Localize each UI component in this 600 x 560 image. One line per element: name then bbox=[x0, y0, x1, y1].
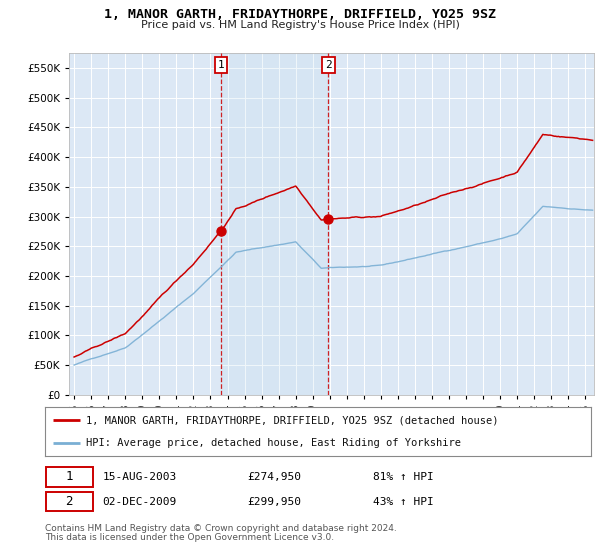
FancyBboxPatch shape bbox=[46, 467, 92, 487]
Text: 1, MANOR GARTH, FRIDAYTHORPE, DRIFFIELD, YO25 9SZ (detached house): 1, MANOR GARTH, FRIDAYTHORPE, DRIFFIELD,… bbox=[86, 416, 499, 426]
Text: Contains HM Land Registry data © Crown copyright and database right 2024.: Contains HM Land Registry data © Crown c… bbox=[45, 524, 397, 533]
Text: £274,950: £274,950 bbox=[247, 472, 301, 482]
Text: 2: 2 bbox=[65, 495, 73, 508]
Bar bbox=[221, 53, 328, 395]
Text: 02-DEC-2009: 02-DEC-2009 bbox=[103, 497, 176, 507]
Text: 2: 2 bbox=[325, 60, 332, 70]
Text: Price paid vs. HM Land Registry's House Price Index (HPI): Price paid vs. HM Land Registry's House … bbox=[140, 20, 460, 30]
Text: This data is licensed under the Open Government Licence v3.0.: This data is licensed under the Open Gov… bbox=[45, 533, 334, 542]
Text: 43% ↑ HPI: 43% ↑ HPI bbox=[373, 497, 433, 507]
Text: £299,950: £299,950 bbox=[247, 497, 301, 507]
Text: HPI: Average price, detached house, East Riding of Yorkshire: HPI: Average price, detached house, East… bbox=[86, 438, 461, 448]
Text: 81% ↑ HPI: 81% ↑ HPI bbox=[373, 472, 433, 482]
FancyBboxPatch shape bbox=[46, 492, 92, 511]
Text: 1: 1 bbox=[65, 470, 73, 483]
Text: 1: 1 bbox=[218, 60, 224, 70]
Text: 1, MANOR GARTH, FRIDAYTHORPE, DRIFFIELD, YO25 9SZ: 1, MANOR GARTH, FRIDAYTHORPE, DRIFFIELD,… bbox=[104, 8, 496, 21]
Text: 15-AUG-2003: 15-AUG-2003 bbox=[103, 472, 176, 482]
